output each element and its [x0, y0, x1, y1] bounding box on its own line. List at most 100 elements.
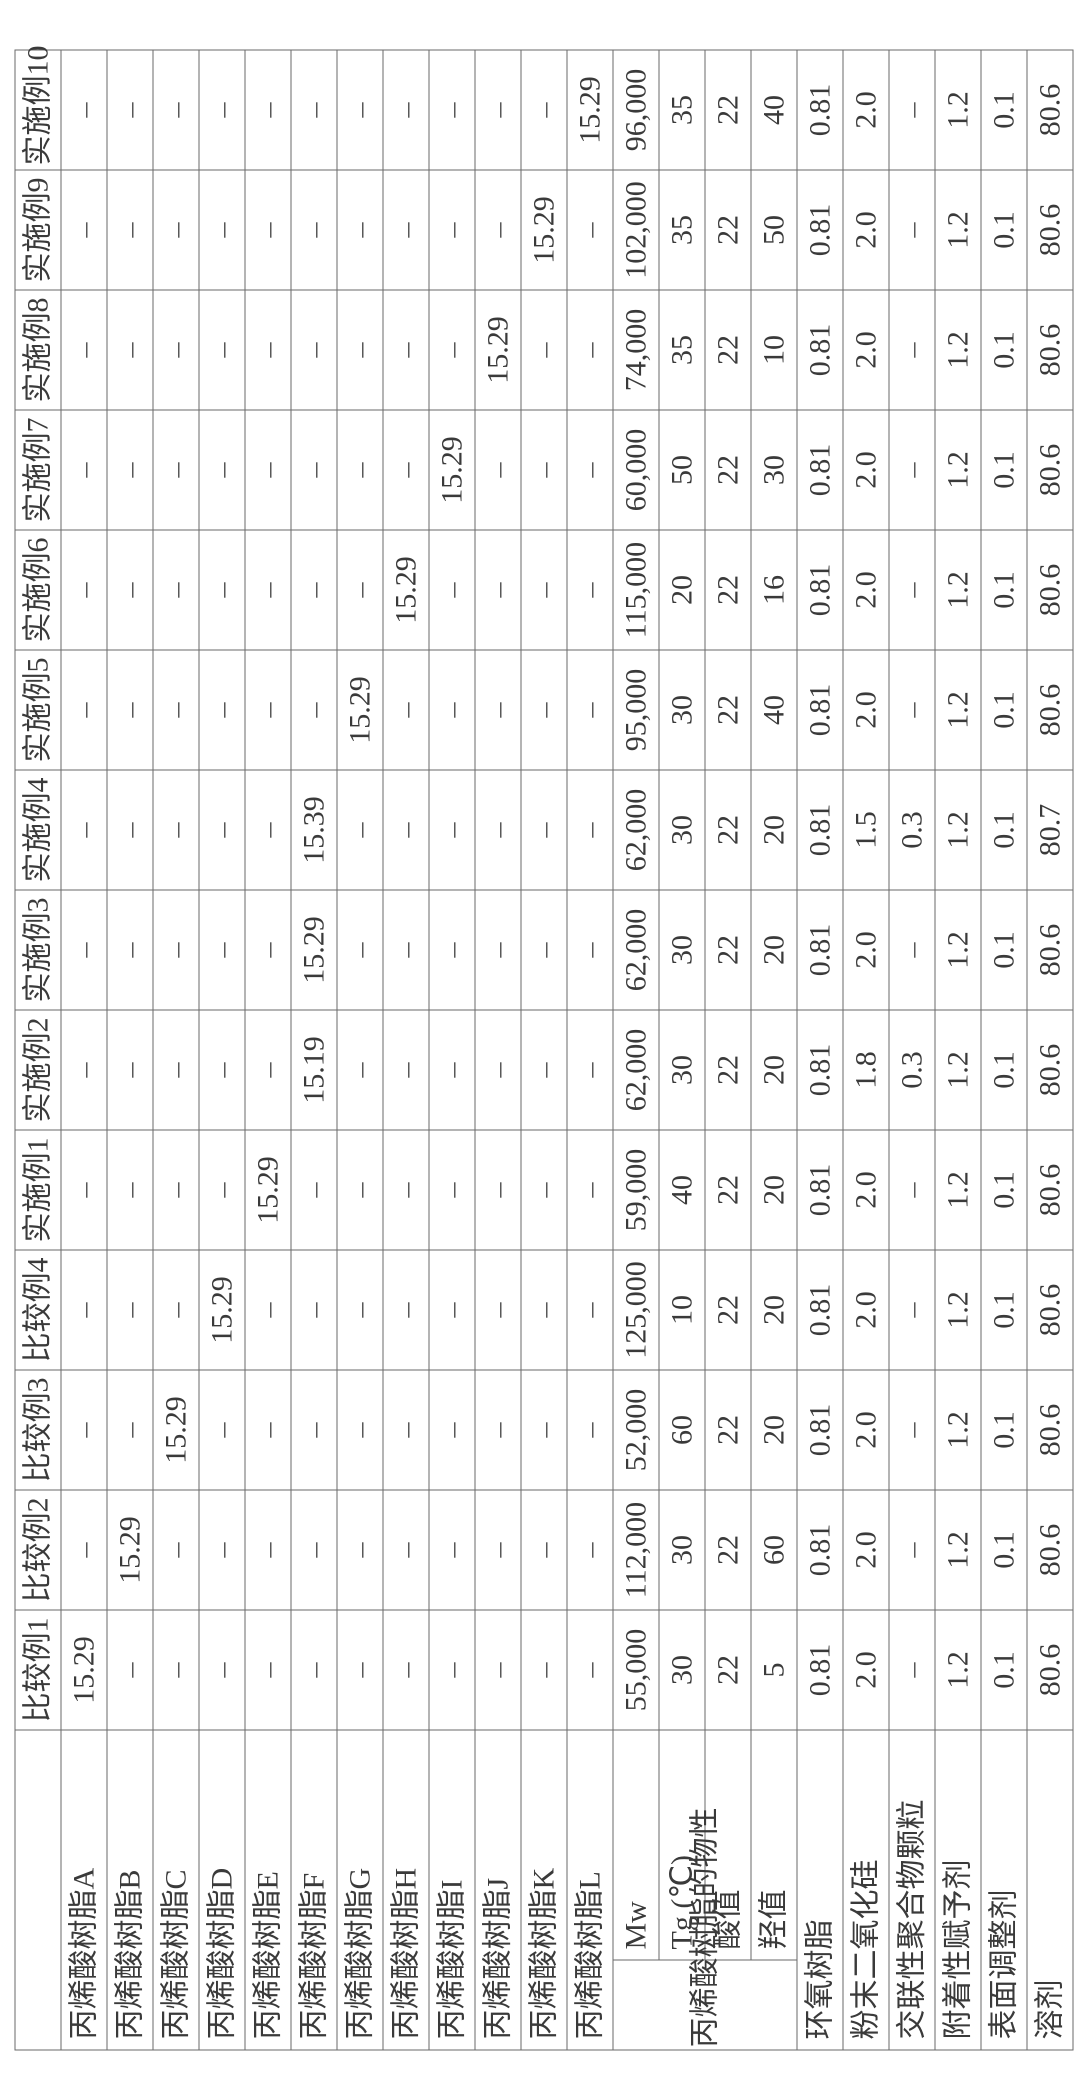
table-cell: 15.29 — [61, 1610, 107, 1730]
table-cell: 80.6 — [1027, 170, 1073, 290]
table-cell: 22 — [705, 50, 751, 170]
table-cell: 0.81 — [797, 290, 843, 410]
table-cell — [383, 650, 429, 770]
table-cell: 22 — [705, 890, 751, 1010]
table-cell: 96,000 — [613, 50, 659, 170]
table-cell: 5 — [751, 1610, 797, 1730]
table-cell — [291, 1130, 337, 1250]
table-cell — [291, 1610, 337, 1730]
table-cell — [429, 1250, 475, 1370]
table-cell: 2.0 — [843, 50, 889, 170]
col-header: 比较例4 — [15, 1250, 61, 1370]
data-table: 比较例1 比较例2 比较例3 比较例4 实施例1 实施例2 实施例3 实施例4 … — [15, 49, 1074, 2050]
table-cell — [107, 1010, 153, 1130]
table-row: 丙烯酸树脂G15.29 — [337, 50, 383, 2050]
table-cell: 1.2 — [935, 890, 981, 1010]
table-cell: 80.6 — [1027, 290, 1073, 410]
table-cell: 15.19 — [291, 1010, 337, 1130]
table-cell: 22 — [705, 1610, 751, 1730]
table-row: 丙烯酸树脂I15.29 — [429, 50, 475, 2050]
table-cell: 35 — [659, 50, 705, 170]
table-cell — [61, 1370, 107, 1490]
table-cell: 0.1 — [981, 1490, 1027, 1610]
table-cell: 125,000 — [613, 1250, 659, 1370]
table-cell — [199, 650, 245, 770]
table-row: 溶剂80.680.680.680.680.680.680.680.780.680… — [1027, 50, 1073, 2050]
table-cell — [153, 50, 199, 170]
col-header: 比较例1 — [15, 1610, 61, 1730]
table-cell — [245, 290, 291, 410]
table-cell: 30 — [659, 770, 705, 890]
table-cell: 15.29 — [245, 1130, 291, 1250]
table-cell — [199, 1010, 245, 1130]
table-cell: 20 — [751, 1130, 797, 1250]
table-cell — [383, 1610, 429, 1730]
col-header: 实施例3 — [15, 890, 61, 1010]
table-cell — [245, 410, 291, 530]
table-cell: 22 — [705, 530, 751, 650]
table-cell — [429, 1610, 475, 1730]
table-cell: 35 — [659, 170, 705, 290]
table-cell: 22 — [705, 770, 751, 890]
table-cell: 74,000 — [613, 290, 659, 410]
table-cell — [153, 1250, 199, 1370]
table-cell — [245, 1490, 291, 1610]
table-cell — [475, 650, 521, 770]
table-cell — [567, 890, 613, 1010]
row-header: 丙烯酸树脂K — [521, 1730, 567, 2050]
table-cell — [521, 1130, 567, 1250]
table-cell — [61, 1490, 107, 1610]
table-cell — [475, 410, 521, 530]
table-cell — [199, 1610, 245, 1730]
table-cell: 0.81 — [797, 1610, 843, 1730]
table-cell — [429, 290, 475, 410]
table-cell — [337, 1370, 383, 1490]
table-cell — [383, 1370, 429, 1490]
table-cell — [521, 50, 567, 170]
table-cell — [567, 1250, 613, 1370]
table-cell: 80.7 — [1027, 770, 1073, 890]
table-cell — [521, 1610, 567, 1730]
table-cell: 0.3 — [889, 770, 935, 890]
table-cell — [199, 410, 245, 530]
table-cell — [337, 530, 383, 650]
table-cell — [337, 1130, 383, 1250]
table-cell — [245, 170, 291, 290]
table-cell: 0.81 — [797, 1370, 843, 1490]
table-cell — [521, 650, 567, 770]
table-cell — [61, 410, 107, 530]
table-cell — [107, 770, 153, 890]
table-cell — [107, 1370, 153, 1490]
row-header: 溶剂 — [1027, 1730, 1073, 2050]
table-cell — [521, 770, 567, 890]
table-cell — [245, 890, 291, 1010]
table-cell: 30 — [659, 650, 705, 770]
table-cell: 15.29 — [475, 290, 521, 410]
table-row: 丙烯酸树脂L15.29 — [567, 50, 613, 2050]
row-group-header: 丙烯酸树脂的物性 — [613, 1960, 797, 2050]
table-cell — [245, 1010, 291, 1130]
table-cell: 0.1 — [981, 50, 1027, 170]
table-header-row: 比较例1 比较例2 比较例3 比较例4 实施例1 实施例2 实施例3 实施例4 … — [15, 50, 61, 2050]
table-row: 环氧树脂0.810.810.810.810.810.810.810.810.81… — [797, 50, 843, 2050]
row-header: 丙烯酸树脂D — [199, 1730, 245, 2050]
table-cell: 0.1 — [981, 650, 1027, 770]
table-row: 丙烯酸树脂C15.29 — [153, 50, 199, 2050]
table-cell: 59,000 — [613, 1130, 659, 1250]
table-cell — [567, 770, 613, 890]
row-header: 丙烯酸树脂I — [429, 1730, 475, 2050]
table-cell — [61, 650, 107, 770]
table-cell: 0.1 — [981, 1130, 1027, 1250]
table-cell: 15.29 — [521, 170, 567, 290]
table-cell: 30 — [659, 1490, 705, 1610]
table-cell — [889, 1610, 935, 1730]
table-cell — [337, 1490, 383, 1610]
table-cell: 2.0 — [843, 650, 889, 770]
table-cell: 102,000 — [613, 170, 659, 290]
table-cell — [383, 50, 429, 170]
table-cell — [61, 50, 107, 170]
table-cell — [153, 410, 199, 530]
table-cell: 22 — [705, 170, 751, 290]
table-cell — [383, 1490, 429, 1610]
table-cell: 1.2 — [935, 770, 981, 890]
